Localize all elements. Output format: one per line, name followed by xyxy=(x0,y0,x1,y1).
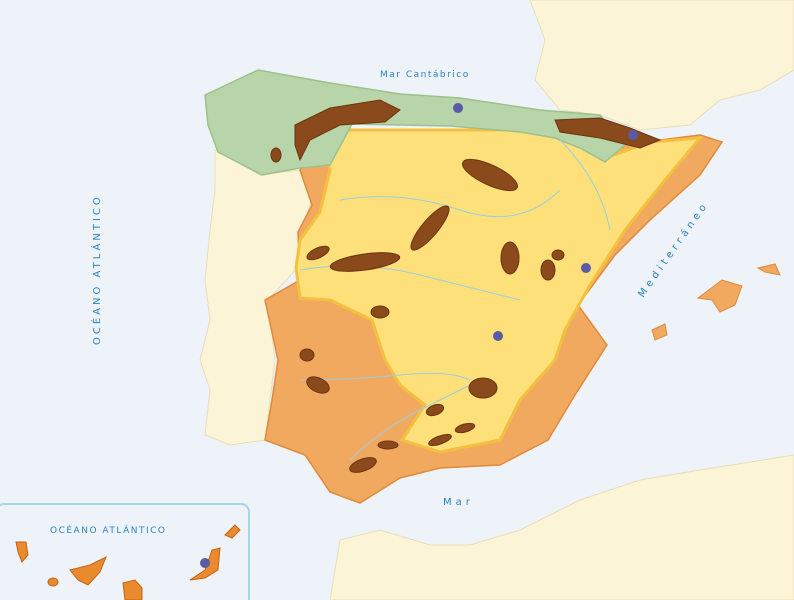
label-mar: Mar xyxy=(443,497,474,508)
city-dot-icon xyxy=(453,103,463,113)
zone-yellow xyxy=(294,128,704,454)
canary-islands-inset: OCÉANO ATLÁNTICO xyxy=(0,503,250,600)
zone-brown xyxy=(270,99,662,473)
city-dot-icon xyxy=(628,130,638,140)
city-dot-icon xyxy=(581,263,591,273)
city-dot-icon xyxy=(200,558,210,568)
balearic-islands xyxy=(651,263,781,341)
city-dot-icon xyxy=(493,331,503,341)
label-inset-oceano-atlantico: OCÉANO ATLÁNTICO xyxy=(50,524,166,536)
zone-green xyxy=(204,69,627,176)
city-dots xyxy=(453,103,638,341)
land-africa xyxy=(329,454,794,600)
label-mar-cantabrico: Mar Cantábrico xyxy=(380,70,470,80)
land-france xyxy=(529,0,794,131)
label-oceano-atlantico: OCÉANO ATLÁNTICO xyxy=(90,194,103,345)
